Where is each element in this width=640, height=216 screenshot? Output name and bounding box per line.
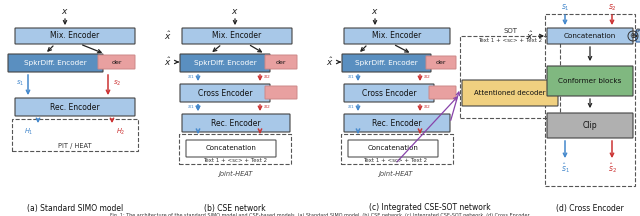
Text: Rec. Encoder: Rec. Encoder: [50, 103, 100, 111]
Text: der: der: [436, 60, 446, 65]
FancyBboxPatch shape: [180, 54, 270, 72]
Text: der: der: [111, 59, 122, 65]
Text: $\hat{x}$: $\hat{x}$: [164, 56, 172, 68]
Text: PIT / HEAT: PIT / HEAT: [58, 143, 92, 149]
Text: Cross Encoder: Cross Encoder: [362, 89, 416, 97]
FancyBboxPatch shape: [265, 86, 297, 99]
Text: SpkrDiff. Encoder: SpkrDiff. Encoder: [355, 60, 418, 66]
Text: Text 1 + <sc> + Text 2: Text 1 + <sc> + Text 2: [363, 159, 427, 164]
Text: $x$: $x$: [231, 8, 239, 16]
Bar: [341, 134, 453, 164]
Text: SOT: SOT: [503, 28, 517, 34]
Text: Conformer blocks: Conformer blocks: [558, 78, 621, 84]
Text: (a) Standard SIMO model: (a) Standard SIMO model: [27, 203, 123, 213]
Bar: [460, 36, 560, 118]
Text: Attentioned decoder: Attentioned decoder: [474, 90, 546, 96]
Text: $s_2$: $s_2$: [263, 73, 271, 81]
FancyBboxPatch shape: [342, 54, 431, 72]
Bar: [12, 119, 138, 151]
Text: $\hat{s}_1$: $\hat{s}_1$: [561, 161, 570, 175]
Text: Clip: Clip: [582, 121, 597, 130]
Text: $s_2$: $s_2$: [113, 78, 121, 88]
Text: $s_1$: $s_1$: [561, 3, 570, 13]
Text: Text 1 + <sc> + Text 2: Text 1 + <sc> + Text 2: [203, 159, 267, 164]
FancyBboxPatch shape: [265, 55, 297, 69]
FancyBboxPatch shape: [462, 80, 558, 106]
Text: $\hat{x}$: $\hat{x}$: [326, 56, 334, 68]
FancyBboxPatch shape: [186, 140, 276, 157]
Text: $\hat{s}_2$: $\hat{s}_2$: [607, 161, 616, 175]
Text: Fig. 1: The architecture of the standard SIMO model and CSE-based models. (a) St: Fig. 1: The architecture of the standard…: [109, 213, 531, 216]
FancyBboxPatch shape: [547, 28, 633, 44]
Text: $\oplus$: $\oplus$: [629, 32, 637, 41]
Text: Text 1 + <sc> + Text 2: Text 1 + <sc> + Text 2: [478, 38, 542, 43]
FancyBboxPatch shape: [547, 66, 633, 96]
Text: $s_1$: $s_1$: [16, 78, 24, 88]
Text: $x$: $x$: [371, 8, 379, 16]
FancyBboxPatch shape: [426, 56, 456, 69]
Text: $\hat{x}$: $\hat{x}$: [164, 30, 172, 42]
FancyBboxPatch shape: [636, 30, 640, 42]
Text: $\theta$: $\theta$: [635, 26, 640, 34]
Text: Mix. Encoder: Mix. Encoder: [372, 32, 422, 41]
Text: (c) Integrated CSE-SOT network: (c) Integrated CSE-SOT network: [369, 203, 491, 213]
FancyBboxPatch shape: [547, 113, 633, 138]
Text: $x$: $x$: [61, 8, 69, 16]
Text: $\hat{x}$: $\hat{x}$: [526, 30, 534, 42]
Text: Concatenation: Concatenation: [205, 146, 257, 151]
Bar: [179, 134, 291, 164]
Text: Cross Encoder: Cross Encoder: [198, 89, 252, 97]
Bar: [545, 14, 635, 186]
FancyBboxPatch shape: [182, 28, 292, 44]
Text: (d) Cross Encoder: (d) Cross Encoder: [556, 203, 624, 213]
Text: Rec. Encoder: Rec. Encoder: [372, 119, 422, 127]
FancyBboxPatch shape: [429, 86, 456, 99]
Text: Mix. Encoder: Mix. Encoder: [51, 32, 100, 41]
FancyBboxPatch shape: [8, 54, 103, 72]
Text: $s_2$: $s_2$: [263, 103, 271, 111]
Text: Mix. Encoder: Mix. Encoder: [212, 32, 262, 41]
Text: $s_1$: $s_1$: [347, 103, 355, 111]
Text: Joint-HEAT: Joint-HEAT: [218, 171, 252, 177]
Text: SpkrDiff. Encoder: SpkrDiff. Encoder: [24, 60, 87, 66]
FancyBboxPatch shape: [344, 28, 450, 44]
Text: $s_1$: $s_1$: [347, 73, 355, 81]
Text: Rec. Encoder: Rec. Encoder: [211, 119, 261, 127]
FancyBboxPatch shape: [15, 98, 135, 116]
Text: (b) CSE network: (b) CSE network: [204, 203, 266, 213]
Text: SpkrDiff. Encoder: SpkrDiff. Encoder: [194, 60, 257, 66]
Text: $s_2$: $s_2$: [423, 103, 431, 111]
Text: $s_2$: $s_2$: [423, 73, 431, 81]
Text: $H_1$: $H_1$: [24, 127, 34, 137]
Text: der: der: [276, 59, 286, 65]
Text: $s_1$: $s_1$: [187, 73, 195, 81]
Text: $s_2$: $s_2$: [607, 3, 616, 13]
FancyBboxPatch shape: [344, 114, 450, 132]
FancyBboxPatch shape: [344, 84, 434, 102]
FancyBboxPatch shape: [180, 84, 270, 102]
Text: Joint-HEAT: Joint-HEAT: [378, 171, 412, 177]
FancyBboxPatch shape: [348, 140, 438, 157]
Text: $s_1$: $s_1$: [187, 103, 195, 111]
FancyBboxPatch shape: [182, 114, 290, 132]
Text: Concatenation: Concatenation: [564, 33, 616, 39]
Text: Concatenation: Concatenation: [367, 146, 419, 151]
FancyBboxPatch shape: [98, 55, 135, 69]
FancyBboxPatch shape: [15, 28, 135, 44]
Text: $H_2$: $H_2$: [116, 127, 125, 137]
